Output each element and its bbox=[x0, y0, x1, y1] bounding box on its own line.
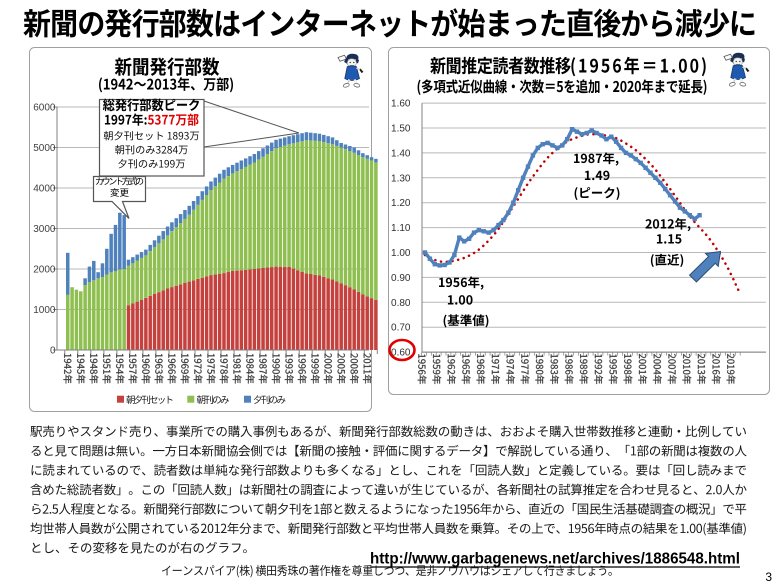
svg-text:1.50: 1.50 bbox=[391, 124, 411, 135]
svg-text:0.70: 0.70 bbox=[391, 323, 411, 334]
svg-text:http://www.garbagenews.net/arc: http://www.garbagenews.net/archives/1886… bbox=[370, 551, 740, 568]
svg-text:1.40: 1.40 bbox=[391, 148, 411, 159]
svg-text:2000: 2000 bbox=[33, 265, 56, 276]
svg-text:0: 0 bbox=[50, 346, 56, 357]
svg-text:4000: 4000 bbox=[33, 184, 56, 195]
svg-text:3000: 3000 bbox=[33, 224, 56, 235]
svg-text:0.60: 0.60 bbox=[391, 348, 411, 359]
svg-text:0.90: 0.90 bbox=[391, 273, 411, 284]
svg-text:1.10: 1.10 bbox=[391, 223, 411, 234]
svg-text:5000: 5000 bbox=[33, 143, 56, 154]
svg-text:6000: 6000 bbox=[33, 103, 56, 114]
svg-text:0.80: 0.80 bbox=[391, 298, 411, 309]
svg-text:1000: 1000 bbox=[33, 305, 56, 316]
svg-text:3: 3 bbox=[765, 570, 772, 584]
svg-text:1.60: 1.60 bbox=[391, 99, 411, 110]
svg-text:1.00: 1.00 bbox=[391, 248, 411, 259]
svg-text:1.20: 1.20 bbox=[391, 198, 411, 209]
svg-text:1.30: 1.30 bbox=[391, 173, 411, 184]
